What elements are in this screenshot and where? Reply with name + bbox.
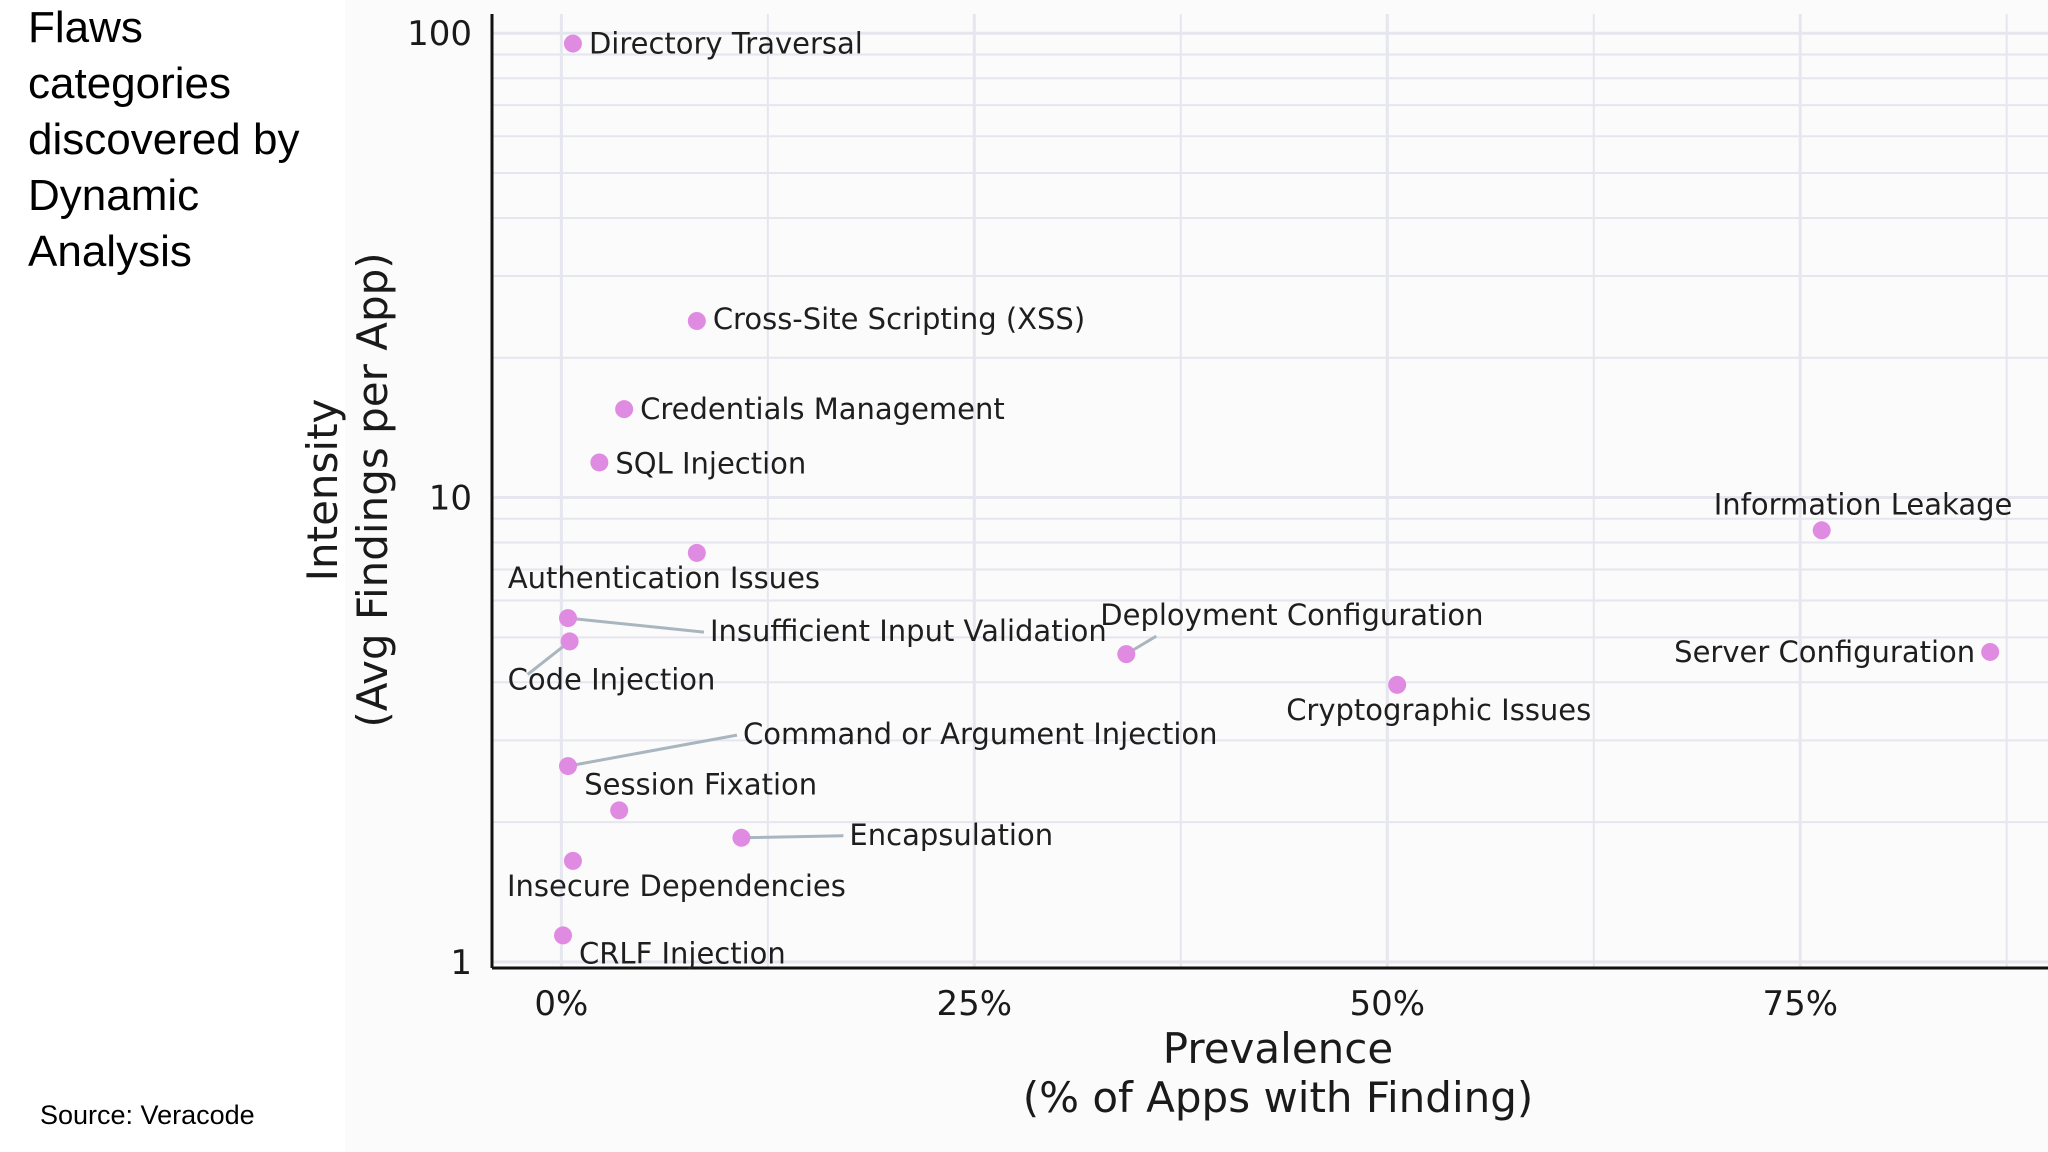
slide-title: Flaws categories discovered by Dynamic A… (28, 3, 300, 276)
point-label: Insufficient Input Validation (710, 614, 1107, 648)
y-axis-title: Intensity (298, 399, 347, 582)
x-axis-subtitle: (% of Apps with Finding) (1023, 1073, 1534, 1122)
chart-panel (345, 0, 2048, 1152)
point-labels: Directory Traversal Cross-Site Scripting … (507, 27, 2012, 971)
x-tick-label: 75% (1762, 984, 1838, 1024)
data-point (687, 543, 706, 562)
data-point (563, 34, 582, 53)
data-point (732, 828, 751, 847)
point-label: Credentials Management (640, 392, 1005, 426)
point-label: Authentication Issues (508, 561, 820, 595)
point-label: Directory Traversal (589, 27, 863, 61)
source-note: Source: Veracode (40, 1100, 255, 1130)
tick-labels: 0% 25% 50% 75% 1 10 100 (407, 14, 1838, 1024)
point-label: Session Fixation (584, 767, 817, 801)
point-label: Information Leakage (1714, 487, 2013, 521)
point-label: Cross-Site Scripting (XSS) (713, 302, 1085, 336)
leader-line (741, 834, 844, 840)
x-tick-label: 50% (1349, 984, 1425, 1024)
y-tick-label: 1 (450, 943, 472, 983)
x-axis-title: Prevalence (1163, 1024, 1393, 1073)
point-label: Command or Argument Injection (743, 717, 1218, 751)
data-point (1981, 642, 2000, 661)
grid-lines (492, 14, 2048, 968)
y-tick-label: 100 (407, 14, 472, 54)
data-point (1117, 645, 1136, 664)
point-label: Insecure Dependencies (507, 869, 846, 903)
x-tick-label: 0% (534, 984, 588, 1024)
point-label: Deployment Configuration (1100, 598, 1483, 632)
x-tick-label: 25% (937, 984, 1013, 1024)
point-label: Cryptographic Issues (1286, 693, 1591, 727)
point-label: Server Configuration (1674, 635, 1975, 669)
leader-line (567, 733, 738, 768)
data-point (560, 632, 579, 651)
data-point (563, 851, 582, 870)
y-tick-label: 10 (429, 479, 472, 519)
data-point (558, 609, 577, 628)
point-label: Encapsulation (849, 818, 1053, 852)
data-point (554, 926, 573, 945)
data-point (610, 801, 629, 820)
data-point (687, 311, 706, 330)
y-axis-subtitle: (Avg Findings per App) (348, 252, 397, 727)
data-point (590, 453, 609, 472)
axes (490, 14, 2048, 970)
leader-line (567, 616, 705, 634)
point-label: Code Injection (508, 662, 716, 696)
data-point (615, 400, 634, 419)
point-label: CRLF Injection (579, 936, 786, 970)
data-points (554, 34, 2000, 945)
data-point (1388, 675, 1407, 694)
point-label: SQL Injection (615, 446, 806, 480)
data-point (558, 757, 577, 776)
data-point (1812, 521, 1831, 540)
